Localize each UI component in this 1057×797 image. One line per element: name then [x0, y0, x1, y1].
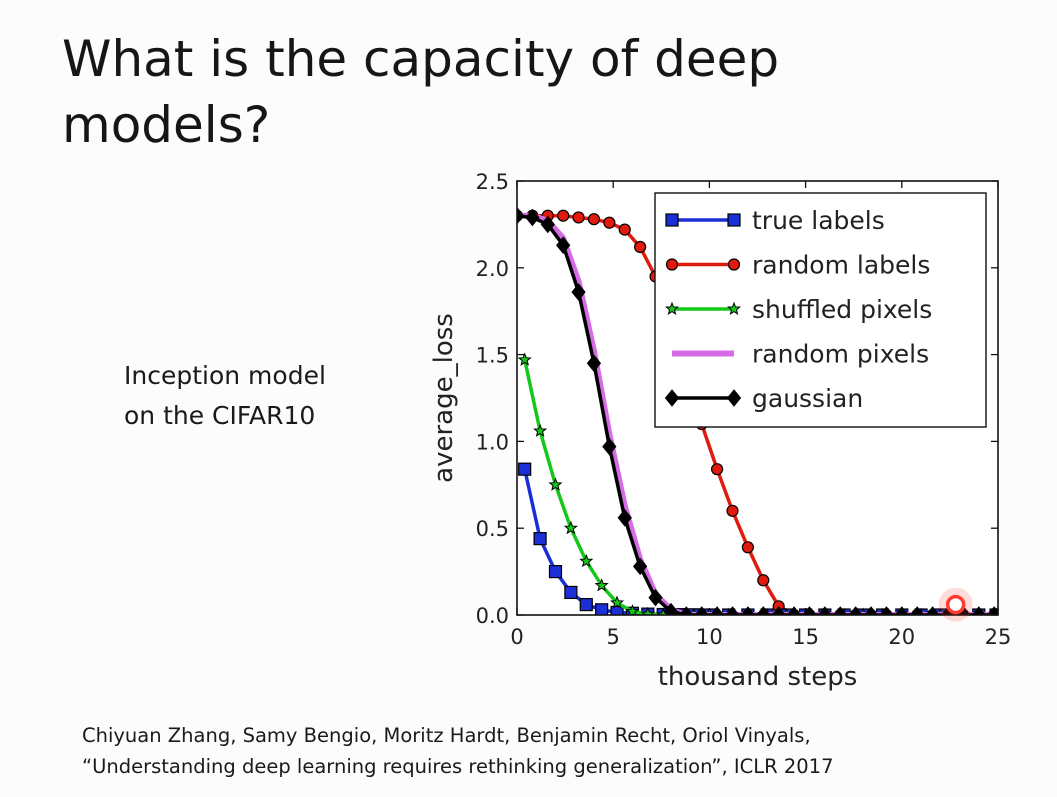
marker-random-labels [587, 213, 601, 226]
marker-gaussian [987, 606, 998, 615]
marker-shuffled-pixels [533, 423, 548, 437]
marker-random-labels [603, 216, 616, 229]
marker-gaussian [709, 606, 725, 615]
marker-true-labels [595, 603, 609, 615]
marker-gaussian [910, 606, 925, 615]
y-tick-label: 2.5 [476, 170, 509, 194]
marker-random-labels [757, 574, 770, 587]
marker-gaussian [632, 557, 648, 576]
y-tick-label: 1.5 [476, 344, 509, 368]
y-axis-label: average_loss [429, 313, 459, 483]
legend-label-random-pixels: random pixels [752, 340, 929, 369]
marker-gaussian [725, 606, 740, 615]
marker-gaussian [925, 606, 940, 615]
legend-label-gaussian: gaussian [752, 384, 863, 413]
marker-gaussian [679, 606, 694, 615]
marker-gaussian [540, 215, 555, 234]
marker-gaussian [648, 588, 663, 607]
legend-marker-true-labels [665, 213, 679, 227]
marker-gaussian [694, 606, 709, 615]
legend-marker-gaussian [664, 389, 680, 407]
marker-gaussian [894, 606, 909, 615]
marker-gaussian [771, 606, 786, 615]
legend-label-shuffled-pixels: shuffled pixels [752, 295, 932, 324]
marker-gaussian [586, 354, 602, 373]
marker-shuffled-pixels [563, 520, 578, 535]
legend-marker-shuffled-pixels [665, 301, 679, 316]
x-tick-label: 25 [985, 625, 1012, 649]
marker-gaussian [971, 606, 986, 615]
marker-random-labels [557, 209, 570, 222]
x-tick-label: 20 [888, 625, 915, 649]
plot-frame [516, 180, 999, 616]
marker-true-labels [518, 462, 532, 476]
x-axis-label: thousand steps [658, 662, 858, 692]
marker-gaussian [786, 606, 802, 615]
legend-label-random-labels: random labels [752, 251, 930, 280]
marker-true-labels [579, 597, 593, 612]
marker-shuffled-pixels [610, 595, 625, 609]
x-tick-label: 10 [696, 625, 723, 649]
line-shuffled-pixels [522, 359, 997, 615]
marker-random-labels [741, 541, 754, 554]
legend-marker-random-labels [727, 258, 741, 271]
marker-gaussian [571, 283, 586, 301]
marker-gaussian [525, 208, 540, 227]
legend-marker-shuffled-pixels [727, 301, 741, 316]
legend-marker-random-labels [665, 258, 679, 271]
x-tick-label: 0 [510, 625, 523, 649]
marker-gaussian [833, 606, 848, 615]
y-tick-label: 0.5 [476, 517, 509, 541]
y-tick-label: 1.0 [476, 430, 509, 454]
marker-shuffled-pixels [579, 553, 594, 568]
marker-true-labels [548, 564, 563, 579]
y-tick-label: 0.0 [476, 604, 509, 628]
marker-gaussian [602, 437, 617, 456]
legend-marker-gaussian [726, 389, 742, 407]
marker-true-labels [533, 532, 547, 546]
marker-gaussian [663, 602, 679, 615]
series-gaussian [517, 206, 998, 615]
y-tick-label: 2.0 [476, 257, 509, 281]
marker-gaussian [517, 206, 525, 225]
marker-gaussian [848, 606, 863, 615]
line-gaussian [517, 213, 995, 615]
legend-label-true-labels: true labels [752, 206, 885, 235]
pointer-dot [945, 594, 966, 615]
marker-gaussian [879, 606, 894, 615]
marker-shuffled-pixels [548, 477, 563, 491]
model-description-line-1: Inception model [124, 361, 326, 390]
marker-gaussian [617, 508, 632, 527]
citation-authors: Chiyuan Zhang, Samy Bengio, Moritz Hardt… [82, 724, 811, 747]
marker-gaussian [802, 606, 817, 615]
marker-random-labels [572, 211, 585, 224]
citation-paper: “Understanding deep learning requires re… [82, 755, 834, 778]
model-description: Inception model on the CIFAR10 [124, 356, 326, 436]
marker-gaussian [556, 236, 571, 255]
legend: true labels random labels shuffled pixels r… [654, 192, 987, 428]
marker-shuffled-pixels [625, 604, 640, 615]
marker-gaussian [817, 606, 832, 615]
marker-random-labels [726, 504, 739, 517]
x-tick-label: 5 [607, 625, 620, 649]
marker-gaussian [740, 606, 756, 615]
citation: Chiyuan Zhang, Samy Bengio, Moritz Hardt… [82, 720, 833, 782]
line-true-labels [522, 468, 997, 615]
marker-random-labels [618, 223, 631, 236]
x-tick-label: 15 [792, 625, 819, 649]
marker-true-labels [564, 585, 578, 600]
model-description-line-2: on the CIFAR10 [124, 401, 316, 430]
marker-random-labels [710, 463, 724, 476]
slide-title: What is the capacity of deep models? [62, 30, 780, 154]
marker-gaussian [756, 606, 771, 615]
legend-marker-true-labels [727, 213, 741, 227]
marker-shuffled-pixels [640, 606, 655, 615]
marker-shuffled-pixels [517, 352, 532, 366]
marker-gaussian [863, 606, 879, 615]
marker-random-labels [634, 240, 647, 254]
marker-true-labels [610, 605, 624, 615]
marker-shuffled-pixels [594, 578, 609, 592]
